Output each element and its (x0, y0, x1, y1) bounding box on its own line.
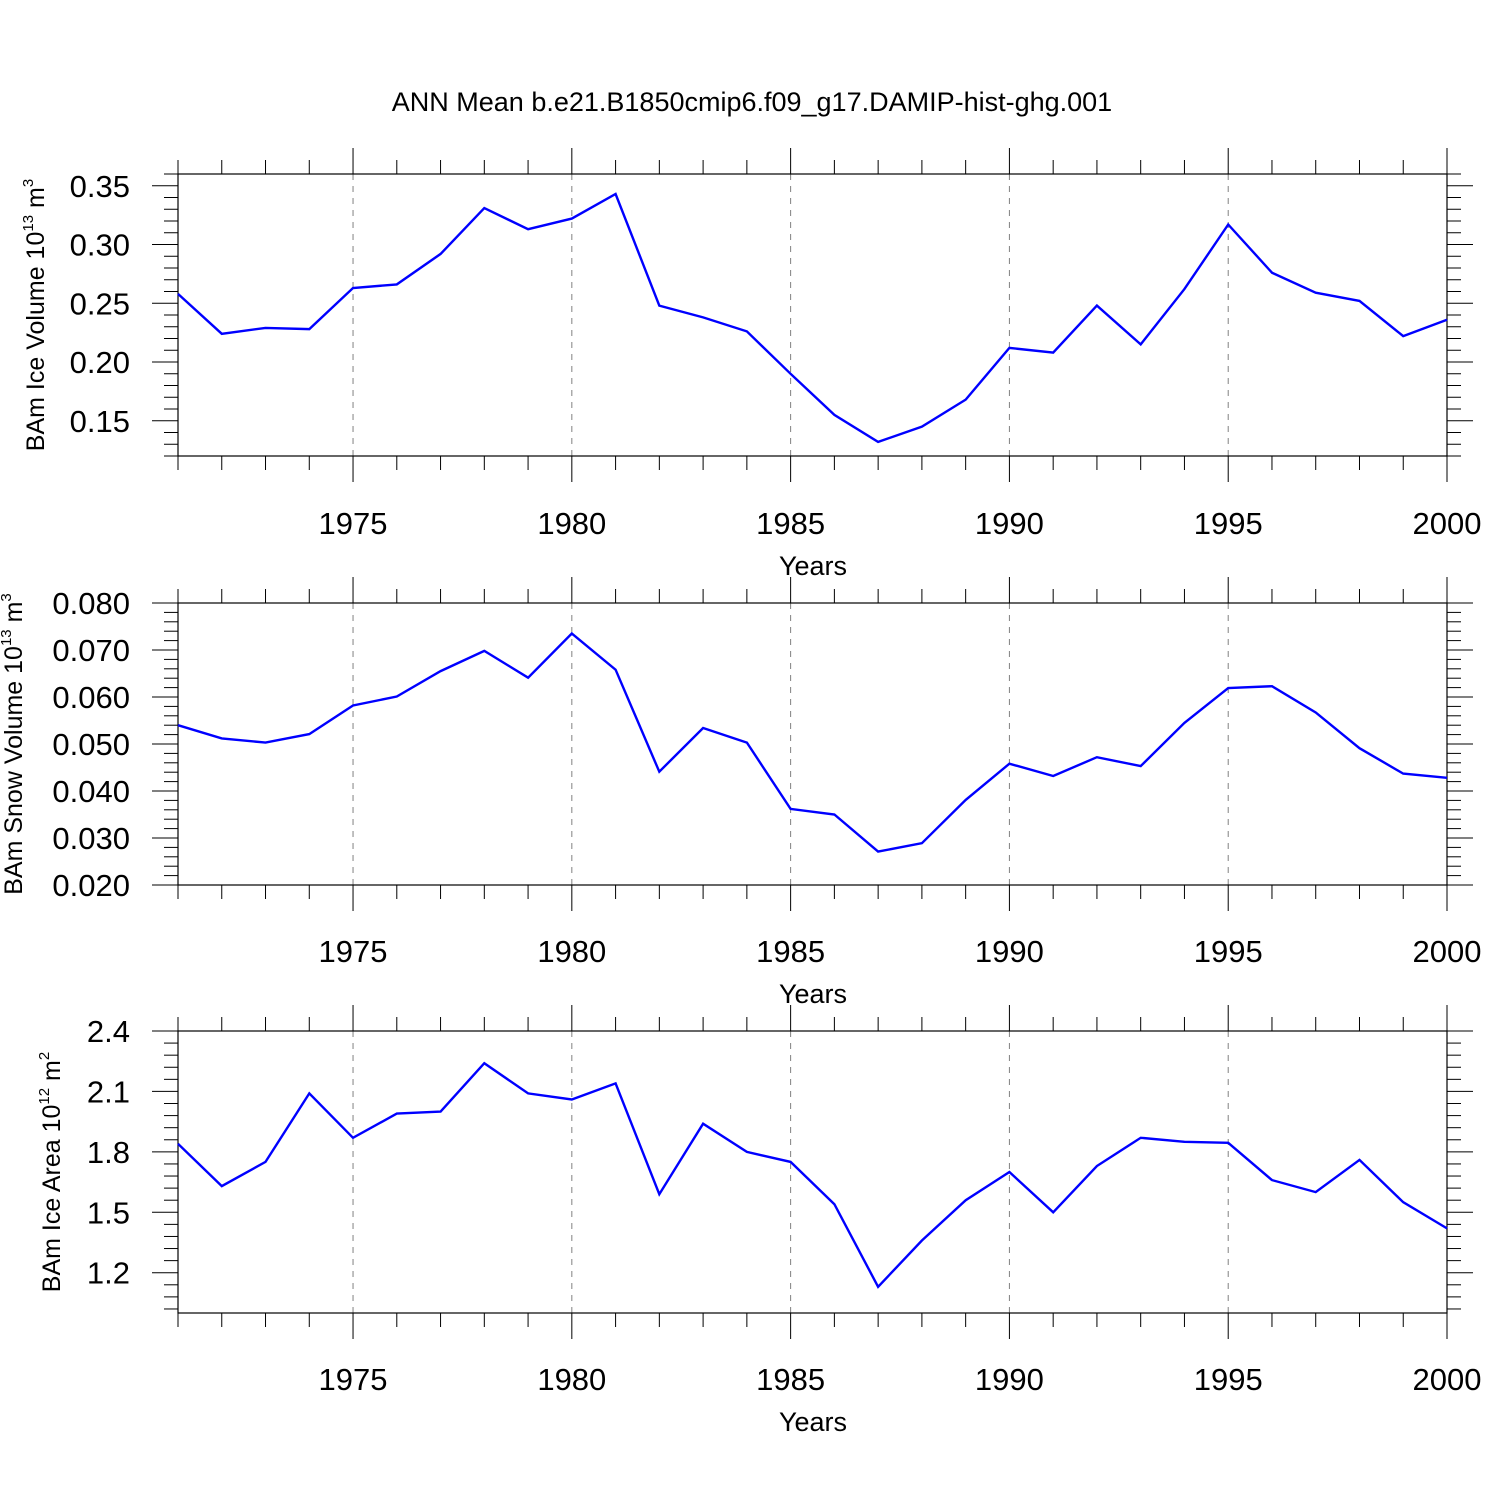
x-axis-label: Years (779, 551, 847, 581)
y-tick-label: 2.1 (87, 1074, 130, 1109)
x-tick-label: 1975 (319, 506, 388, 541)
y-tick-label: 1.2 (87, 1256, 130, 1291)
series-line (177, 192, 1448, 444)
panel-3: 1.2 1.5 1.8 2.1 2.4 1975 1980 1985 1990 1995 2000 Y… (36, 1005, 1481, 1437)
x-tick-label: 1980 (537, 1362, 606, 1397)
y-axis-label: BAm Snow Volume 1013 m3 (0, 593, 28, 895)
x-tick-label: 1980 (537, 934, 606, 969)
x-axis-label: Years (779, 979, 847, 1009)
x-tick-label: 1985 (756, 934, 825, 969)
x-tick-label: 2000 (1413, 506, 1482, 541)
panel-1: 0.15 0.20 0.25 0.30 0.35 1975 1980 1985 1990 1995… (20, 148, 1481, 581)
plot-frame (177, 1030, 1448, 1314)
y-tick-label: 0.30 (70, 228, 130, 263)
y-tick-label: 0.070 (52, 633, 130, 668)
x-tick-label: 1990 (975, 1362, 1044, 1397)
y-tick-label: 0.080 (52, 586, 130, 621)
y-tick-label: 0.030 (52, 821, 130, 856)
y-tick-label: 0.20 (70, 345, 130, 380)
y-tick-label: 0.050 (52, 727, 130, 762)
x-axis-label: Years (779, 1407, 847, 1437)
x-tick-label: 1990 (975, 506, 1044, 541)
y-tick-label: 2.4 (87, 1014, 130, 1049)
panels: 0.15 0.20 0.25 0.30 0.35 1975 1980 1985 1990 1995… (0, 148, 1481, 1437)
panel-2: 0.020 0.030 0.040 0.050 0.060 0.070 0.080 1975 1… (0, 577, 1481, 1009)
y-tick-label: 0.25 (70, 286, 130, 321)
x-tick-label: 1980 (537, 506, 606, 541)
y-tick-label: 1.8 (87, 1135, 130, 1170)
x-tick-label: 2000 (1413, 934, 1482, 969)
y-tick-label: 0.060 (52, 680, 130, 715)
x-tick-label: 1990 (975, 934, 1044, 969)
y-tick-label: 0.35 (70, 169, 130, 204)
x-tick-label: 1995 (1194, 506, 1263, 541)
y-tick-label: 1.5 (87, 1195, 130, 1230)
y-tick-label: 0.020 (52, 868, 130, 903)
y-tick-label: 0.040 (52, 774, 130, 809)
series-line (177, 631, 1448, 853)
x-tick-label: 2000 (1413, 1362, 1482, 1397)
x-tick-label: 1985 (756, 1362, 825, 1397)
x-tick-label: 1995 (1194, 934, 1263, 969)
x-tick-label: 1975 (319, 934, 388, 969)
x-tick-label: 1995 (1194, 1362, 1263, 1397)
y-axis-label: BAm Ice Volume 1013 m3 (20, 179, 50, 451)
y-axis-label: BAm Ice Area 1012 m2 (36, 1052, 66, 1292)
chart-title: ANN Mean b.e21.B1850cmip6.f09_g17.DAMIP-… (392, 87, 1112, 117)
x-tick-label: 1975 (319, 1362, 388, 1397)
x-tick-label: 1985 (756, 506, 825, 541)
series-line (177, 1061, 1448, 1289)
y-tick-label: 0.15 (70, 404, 130, 439)
